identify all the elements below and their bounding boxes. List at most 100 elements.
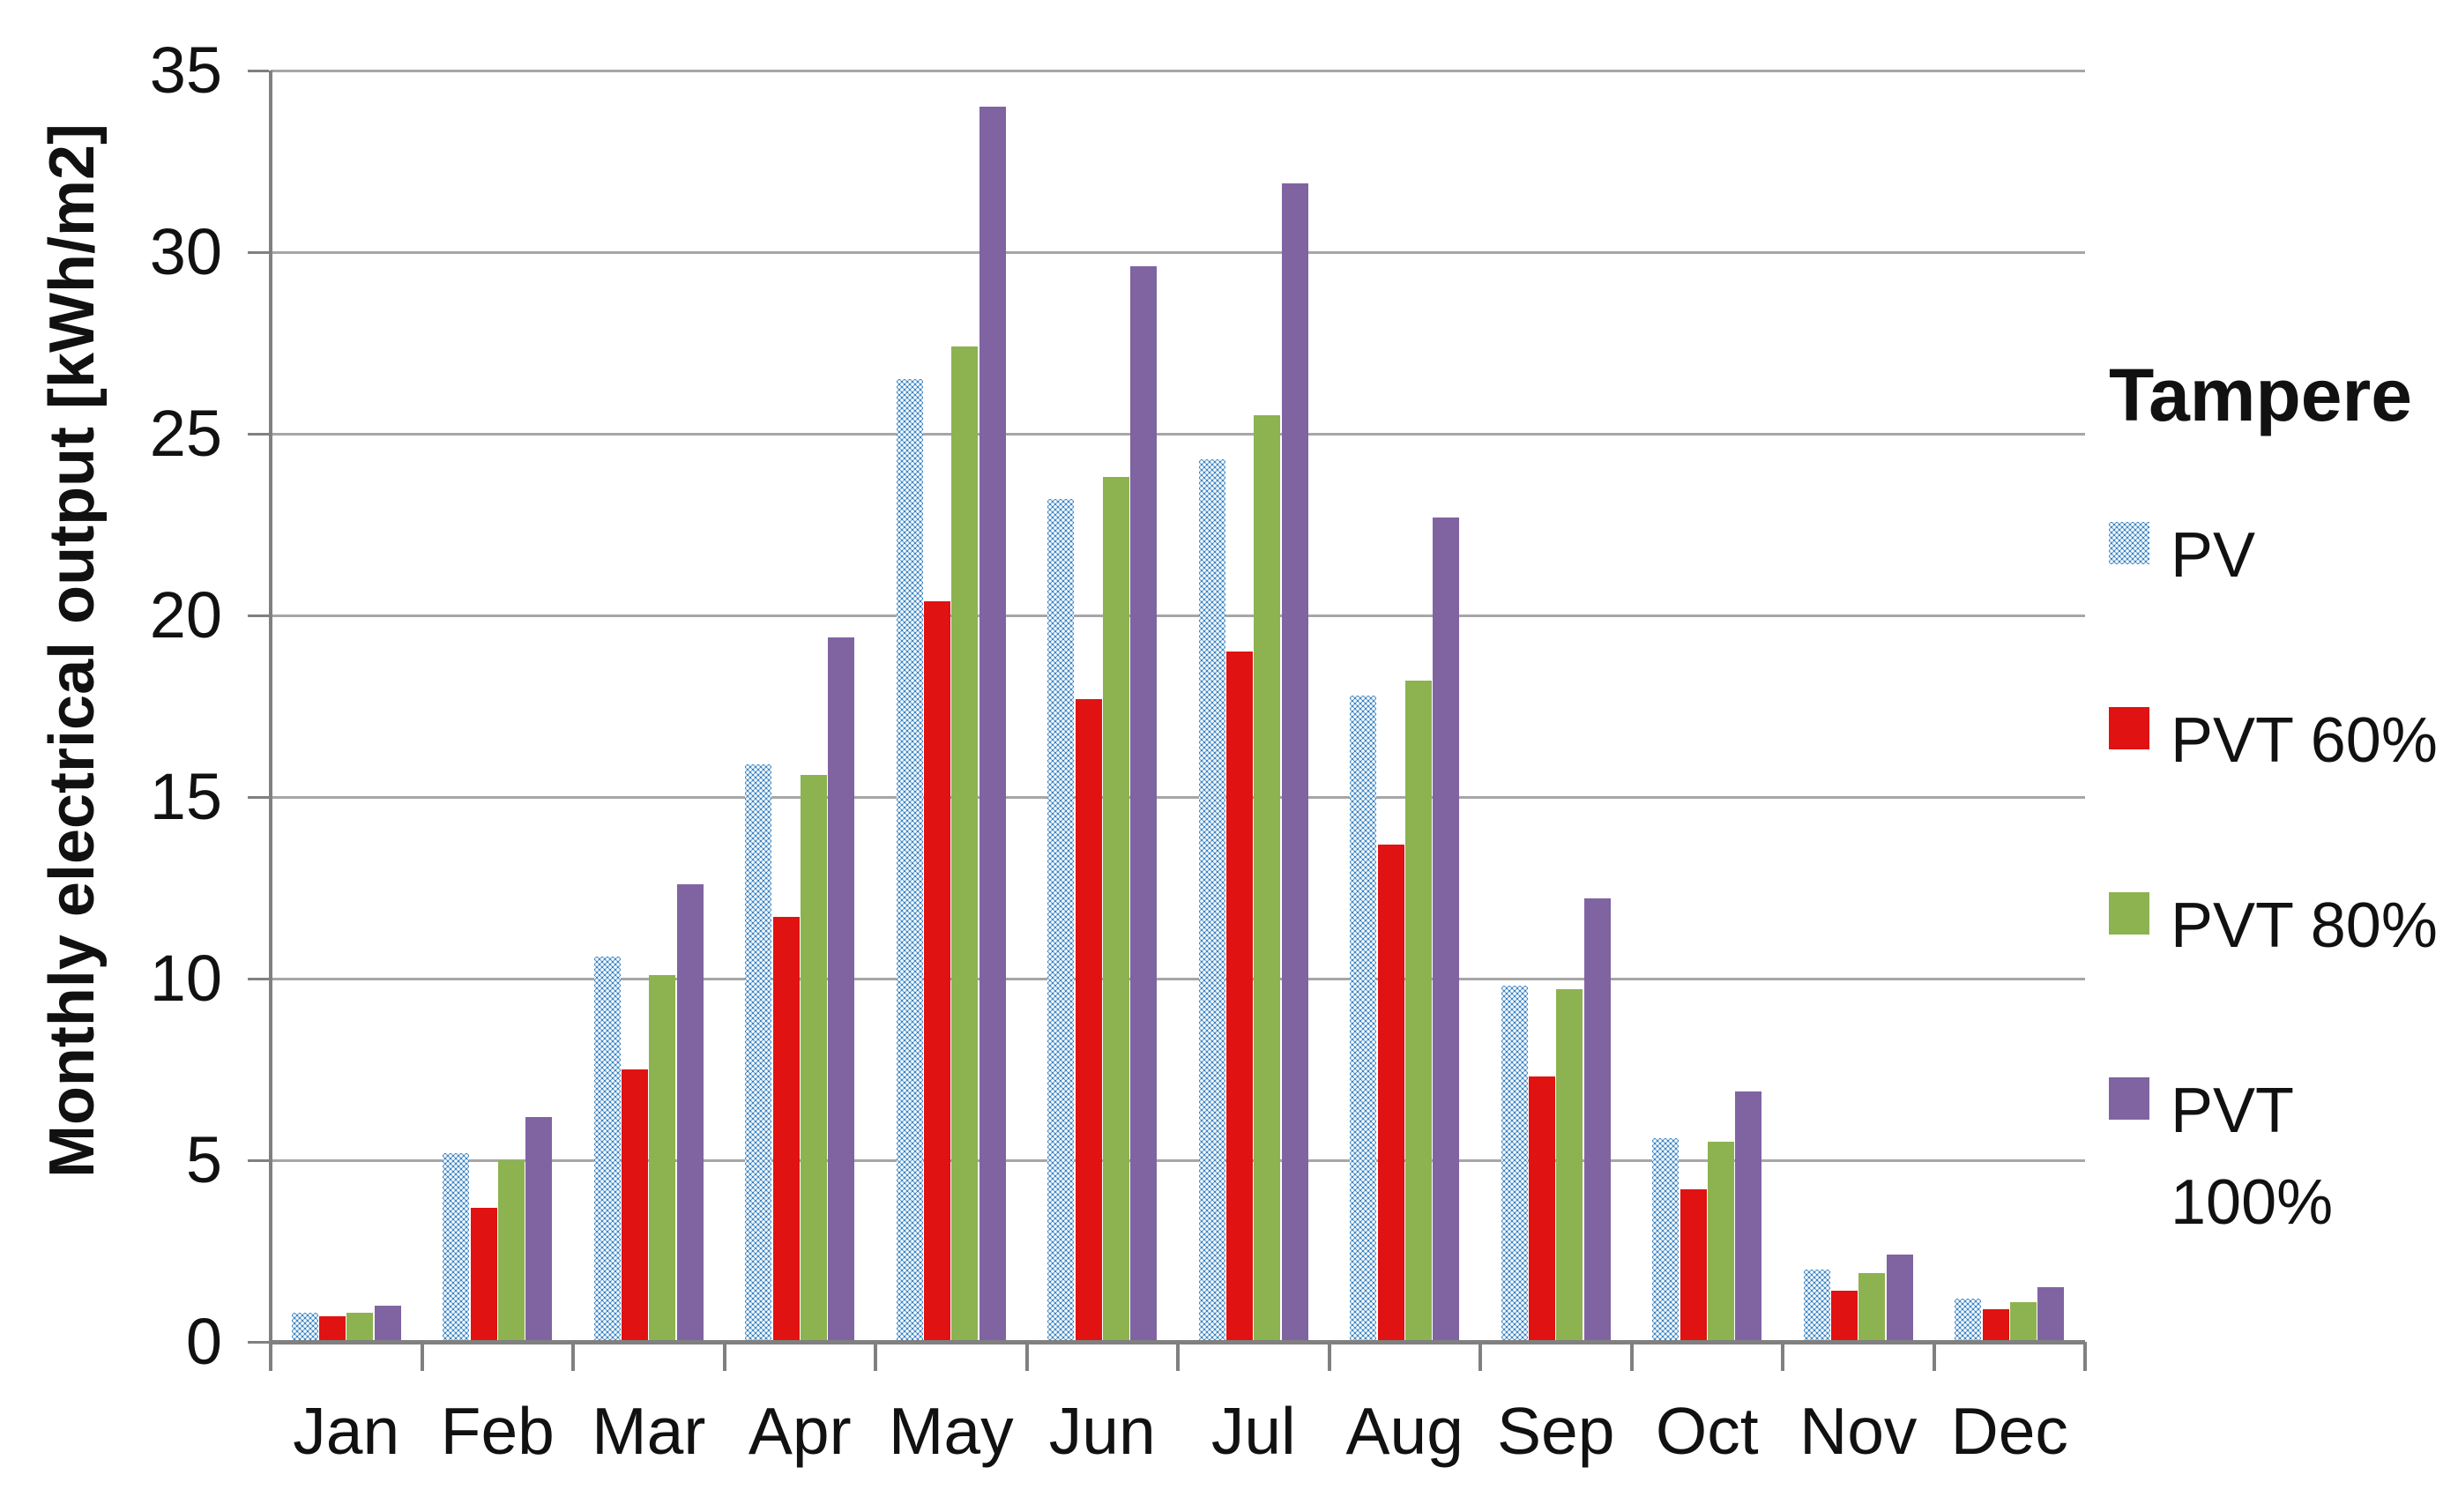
bar-mar-pvt-60- [622, 1069, 649, 1342]
bar-oct-pvt-100- [1735, 1091, 1762, 1342]
bar-oct-pvt-80- [1707, 1142, 1734, 1342]
legend-title: Tampere [2109, 354, 2412, 436]
bar-mar-pvt-80- [649, 974, 676, 1342]
x-axis-tick-12 [2083, 1342, 2087, 1371]
legend: Tampere PV PVT 60% PVT 80% PVT 100% [2109, 351, 2439, 1238]
y-axis-tick-20 [248, 614, 269, 617]
x-axis-tick-7 [1327, 1342, 1331, 1371]
x-label-aug: Aug [1345, 1394, 1464, 1468]
legend-item-pvt-80-: PVT 80% [2109, 880, 2438, 972]
gridline-y-35 [271, 69, 2085, 72]
legend-label-pvt-80-: PVT 80% [2171, 890, 2438, 961]
bar-group-oct [1632, 71, 1784, 1342]
legend-label-pvt-100-: PVT 100% [2171, 1076, 2334, 1238]
x-axis-tick-5 [1024, 1342, 1029, 1371]
y-tick-label-15: 15 [149, 760, 222, 833]
bar-dec-pvt-60- [1982, 1308, 2009, 1342]
bar-jul-pv [1198, 458, 1225, 1342]
bar-may-pvt-60- [924, 600, 951, 1342]
bar-may-pvt-100- [979, 107, 1006, 1342]
x-label-nov: Nov [1799, 1394, 1918, 1468]
x-label-may: May [888, 1394, 1014, 1468]
x-axis-tick-0 [269, 1342, 272, 1371]
bar-nov-pvt-60- [1831, 1291, 1858, 1342]
y-axis-tick-35 [248, 69, 269, 72]
y-tick-label-25: 25 [149, 397, 222, 470]
x-axis-tick-10 [1781, 1342, 1784, 1371]
x-axis-tick-9 [1629, 1342, 1634, 1371]
y-tick-label-0: 0 [185, 1305, 222, 1378]
bar-jul-pvt-80- [1254, 415, 1281, 1342]
bar-nov-pvt-80- [1858, 1272, 1886, 1342]
x-label-jan: Jan [293, 1394, 400, 1468]
bar-jul-pvt-60- [1226, 652, 1254, 1342]
bar-group-apr [725, 71, 876, 1342]
bar-may-pv [896, 379, 923, 1342]
x-label-sep: Sep [1497, 1394, 1615, 1468]
y-axis-tick-30 [248, 250, 269, 254]
bar-group-jan [271, 71, 422, 1342]
bar-sep-pvt-60- [1529, 1076, 1556, 1342]
x-label-apr: Apr [748, 1394, 852, 1468]
x-axis-tick-1 [420, 1342, 424, 1371]
gridline-y-10 [271, 977, 2085, 980]
y-axis-tick-25 [248, 432, 269, 436]
x-axis-tick-4 [874, 1342, 877, 1371]
bar-mar-pvt-100- [676, 883, 704, 1342]
legend-label-pv: PV [2171, 520, 2256, 591]
x-axis-tick-6 [1176, 1342, 1180, 1371]
bar-dec-pvt-80- [2009, 1301, 2037, 1342]
y-tick-label-30: 30 [149, 215, 222, 288]
x-axis-tick-8 [1478, 1342, 1482, 1371]
bar-apr-pvt-60- [772, 916, 800, 1342]
bar-apr-pvt-100- [828, 637, 855, 1342]
gridline-y-25 [271, 432, 2085, 436]
bar-jan-pv [291, 1313, 318, 1342]
legend-swatch-pvt-100- [2109, 1077, 2149, 1120]
legend-swatch-pvt-60- [2109, 707, 2149, 749]
bar-sep-pv [1501, 986, 1528, 1342]
y-axis-line [269, 71, 272, 1346]
bar-dec-pvt-100- [2037, 1287, 2065, 1342]
x-label-feb: Feb [440, 1394, 555, 1468]
bar-oct-pv [1652, 1138, 1680, 1342]
gridline-y-5 [271, 1158, 2085, 1162]
bar-jun-pvt-80- [1102, 477, 1129, 1342]
x-label-jul: Jul [1210, 1394, 1296, 1468]
bar-group-aug [1329, 71, 1481, 1342]
bar-jan-pvt-80- [346, 1313, 374, 1342]
y-tick-label-20: 20 [149, 578, 222, 652]
y-tick-label-10: 10 [149, 942, 222, 1015]
y-axis-tick-15 [248, 795, 269, 799]
legend-item-pv: PV [2109, 510, 2255, 601]
bar-aug-pvt-100- [1433, 517, 1460, 1342]
x-label-jun: Jun [1048, 1394, 1156, 1468]
bar-jan-pvt-100- [374, 1305, 401, 1342]
legend-item-pvt-60-: PVT 60% [2109, 695, 2438, 786]
bar-group-may [875, 71, 1027, 1342]
bar-jan-pvt-60- [319, 1316, 346, 1342]
bar-dec-pv [1955, 1298, 1982, 1342]
bar-jun-pvt-100- [1130, 266, 1158, 1342]
bar-group-feb [422, 71, 574, 1342]
y-axis-tick-0 [248, 1340, 269, 1344]
bar-group-sep [1480, 71, 1632, 1342]
bar-may-pvt-80- [951, 346, 979, 1342]
bar-aug-pvt-80- [1404, 681, 1432, 1342]
bar-group-dec [1934, 71, 2086, 1342]
legend-item-pvt-100-: PVT 100% [2109, 1065, 2333, 1248]
bar-feb-pvt-100- [525, 1116, 553, 1342]
bar-feb-pvt-60- [470, 1207, 497, 1342]
x-label-oct: Oct [1655, 1394, 1759, 1468]
bar-jun-pv [1047, 499, 1075, 1342]
bar-nov-pv [1803, 1269, 1830, 1342]
legend-label-pvt-60-: PVT 60% [2171, 705, 2438, 776]
bar-group-mar [573, 71, 725, 1342]
bar-feb-pv [443, 1152, 470, 1342]
bar-aug-pv [1350, 695, 1377, 1342]
x-label-dec: Dec [1950, 1394, 2068, 1468]
y-tick-label-35: 35 [149, 34, 222, 107]
legend-swatch-pvt-80- [2109, 892, 2149, 935]
bar-jun-pvt-60- [1075, 698, 1102, 1342]
